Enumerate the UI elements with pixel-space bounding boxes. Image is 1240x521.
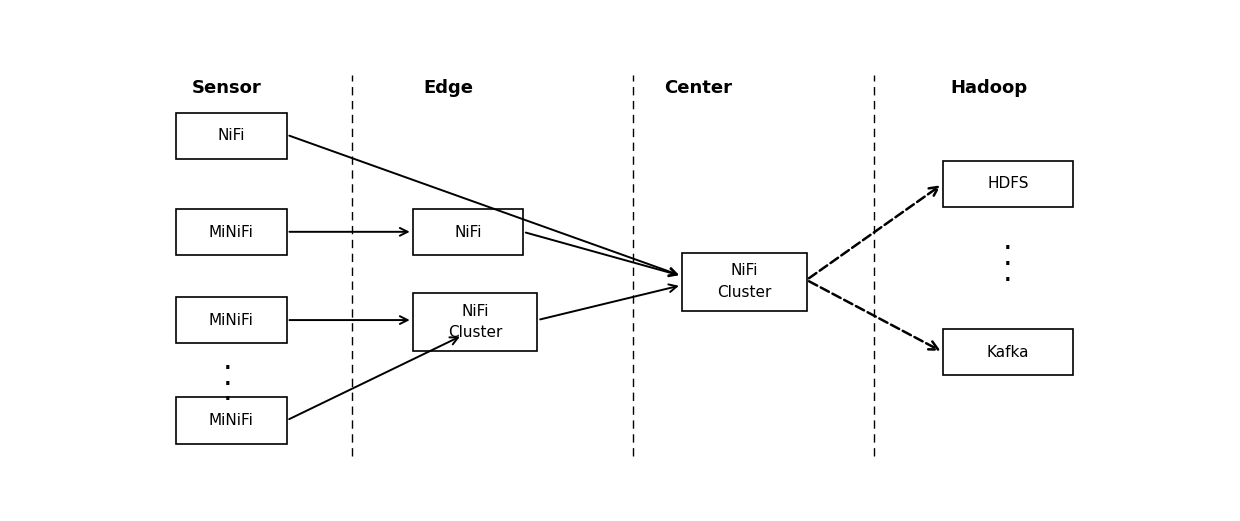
Text: Hadoop: Hadoop [951,79,1028,96]
Text: NiFi: NiFi [454,225,481,240]
Text: Sensor: Sensor [192,79,262,96]
Bar [413,293,537,351]
Text: Cluster: Cluster [717,284,771,300]
Bar [176,209,286,255]
Text: Kafka: Kafka [987,345,1029,360]
Text: MiNiFi: MiNiFi [210,225,254,240]
Text: MiNiFi: MiNiFi [210,413,254,428]
Text: NiFi: NiFi [730,264,758,278]
Text: MiNiFi: MiNiFi [210,313,254,328]
Bar [176,113,286,159]
Text: Edge: Edge [423,79,474,96]
Text: NiFi: NiFi [461,304,489,318]
Text: HDFS: HDFS [987,177,1029,191]
Bar [942,329,1073,376]
Text: ·: · [222,370,232,400]
Text: ·: · [222,355,232,384]
Text: NiFi: NiFi [218,128,246,143]
Bar [682,253,806,311]
Bar [176,297,286,343]
Text: Cluster: Cluster [448,325,502,340]
Bar [413,209,523,255]
Text: Center: Center [663,79,732,96]
Bar [176,398,286,444]
Bar [942,161,1073,207]
Text: ·: · [222,386,232,415]
Text: ·: · [1003,267,1012,295]
Text: ·: · [1003,251,1012,280]
Text: ·: · [1003,234,1012,264]
